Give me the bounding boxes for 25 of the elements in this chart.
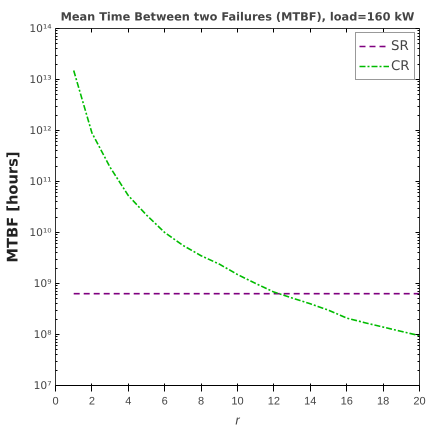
y-tick-label: 10¹² bbox=[29, 124, 52, 137]
x-tick-label: 18 bbox=[376, 396, 390, 408]
legend-label: SR bbox=[391, 38, 410, 54]
y-tick-label: 10⁹ bbox=[34, 277, 52, 290]
x-tick-label: 10 bbox=[231, 396, 244, 408]
line-series bbox=[72, 70, 420, 336]
y-tick-label: 10⁸ bbox=[34, 328, 52, 341]
y-tick-label: 10¹⁴ bbox=[29, 22, 52, 35]
x-tick-label: 20 bbox=[413, 396, 426, 408]
y-tick-label: 10¹¹ bbox=[29, 175, 52, 188]
x-tick-label: 6 bbox=[162, 396, 168, 408]
chart-title: Mean Time Between two Failures (MTBF), load=160 kW bbox=[60, 10, 415, 24]
x-axis-title: r bbox=[235, 412, 240, 428]
x-tick-label: 14 bbox=[304, 396, 316, 408]
x-tick-label: 0 bbox=[52, 396, 59, 408]
y-axis-title: MTBF [hours] bbox=[4, 151, 22, 263]
x-tick-label: 4 bbox=[125, 396, 132, 408]
y-tick-label: 10¹³ bbox=[29, 73, 52, 86]
legend-label: CR bbox=[391, 58, 411, 74]
x-tick-label: 8 bbox=[198, 396, 204, 408]
x-tick-label: 12 bbox=[268, 396, 280, 408]
x-tick-label: 2 bbox=[88, 396, 95, 408]
y-tick-label: 10⁷ bbox=[34, 379, 52, 392]
y-tick-label: 10¹⁰ bbox=[29, 226, 52, 239]
x-tick-label: 16 bbox=[340, 396, 353, 408]
